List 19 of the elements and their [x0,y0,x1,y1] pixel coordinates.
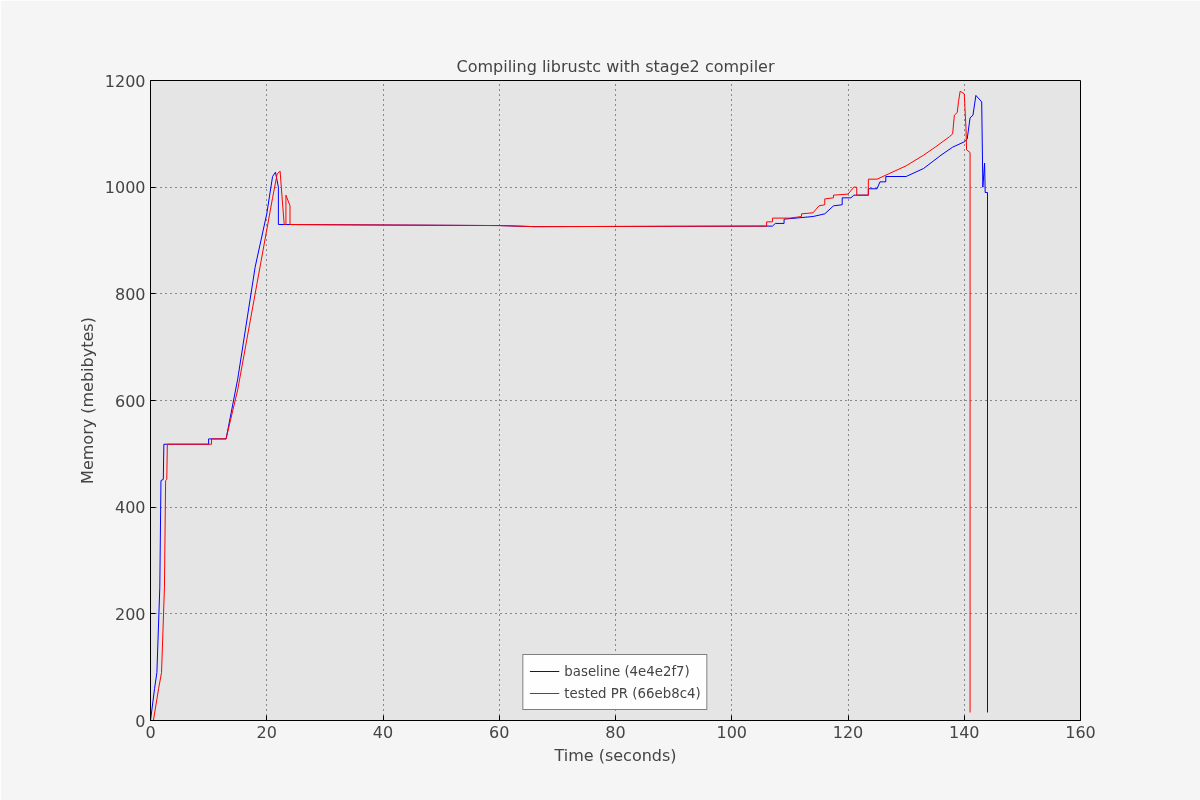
x-axis-title: Time (seconds) [553,745,677,765]
legend-label: tested PR (66eb8c4) [564,685,701,701]
chart-title: Compiling librustc with stage2 compiler [456,56,775,76]
x-tick-label: 120 [832,722,864,742]
x-tick-label: 40 [372,722,394,742]
legend-label: baseline (4e4e2f7) [564,663,690,679]
y-tick-label: 1200 [104,71,146,91]
y-tick-label: 800 [114,284,146,304]
y-tick-label: 1000 [104,178,146,198]
y-tick-label: 400 [114,498,146,518]
x-tick-label: 160 [1065,722,1096,742]
y-tick-label: 600 [114,391,146,411]
y-axis-title: Memory (mebibytes) [77,317,97,484]
y-tick-label: 200 [114,604,146,624]
x-tick-label: 60 [489,722,510,742]
x-tick-label: 20 [256,722,277,742]
x-tick-label: 80 [605,722,626,742]
x-tick-label: 100 [716,722,748,742]
x-tick-label: 140 [948,722,980,742]
